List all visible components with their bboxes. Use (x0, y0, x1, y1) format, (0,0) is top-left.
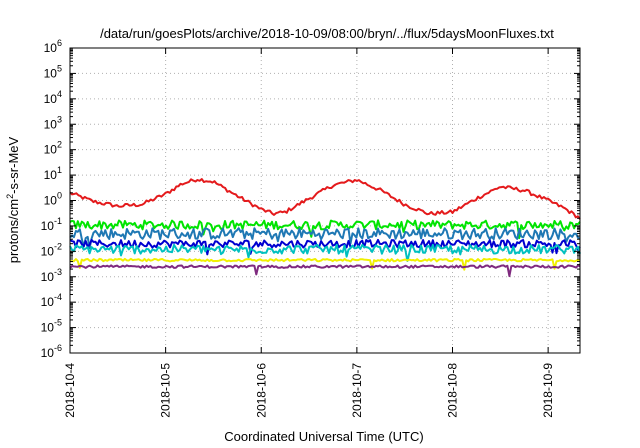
y-tick-label-exponent: 6 (57, 38, 62, 48)
y-tick-label-base: 10 (44, 143, 58, 157)
y-tick-label-base: 10 (41, 270, 55, 284)
y-tick-label-base: 10 (41, 346, 55, 360)
y-tick-label: 10-4 (41, 292, 62, 309)
y-axis-title: protons/cm2-s-sr-MeV (5, 136, 21, 263)
y-tick-label-exponent: 2 (57, 140, 62, 150)
y-tick-label-base: 10 (44, 194, 58, 208)
y-tick-label: 10-5 (41, 318, 62, 335)
y-tick-label: 105 (44, 63, 62, 80)
y-tick-label-exponent: 1 (57, 165, 62, 175)
y-axis-title-base: protons/cm (6, 199, 21, 263)
y-tick-label-base: 10 (44, 41, 58, 55)
x-axis-title: Coordinated Universal Time (UTC) (224, 429, 423, 444)
x-axis-ticks: 2018-10-4 2018-10-5 2018-10-6 2018-10-7 2018… (63, 48, 555, 418)
y-tick-label: 10-6 (41, 343, 62, 360)
x-tick-label: 2018-10-8 (446, 363, 460, 418)
series-line-5 (69, 243, 581, 262)
y-tick-label-exponent: 5 (57, 63, 62, 73)
y-tick-label-base: 10 (44, 92, 58, 106)
y-tick-label: 103 (44, 114, 62, 131)
y-tick-label-exponent: -6 (54, 343, 62, 353)
y-tick-label-exponent: -2 (54, 241, 62, 251)
series-line-6 (69, 257, 581, 271)
y-axis-title-rest: -s-sr-MeV (6, 136, 21, 193)
y-tick-label-base: 10 (44, 66, 58, 80)
x-tick-label: 2018-10-7 (350, 363, 364, 418)
x-tick-label: 2018-10-4 (63, 363, 77, 418)
y-tick-label-exponent: -1 (54, 216, 62, 226)
x-tick-label: 2018-10-5 (159, 363, 173, 418)
x-tick-label: 2018-10-9 (541, 363, 555, 418)
series-line-7 (69, 264, 581, 278)
y-tick-label-base: 10 (41, 219, 55, 233)
y-tick-label-exponent: -5 (54, 318, 62, 328)
y-tick-label: 101 (44, 165, 62, 182)
y-tick-label: 10-3 (41, 267, 62, 284)
y-tick-label-base: 10 (44, 168, 58, 182)
y-tick-label-exponent: 3 (57, 114, 62, 124)
y-tick-label-base: 10 (44, 117, 58, 131)
y-tick-label-exponent: -3 (54, 267, 62, 277)
y-tick-label-exponent: 0 (57, 191, 62, 201)
y-tick-label-base: 10 (41, 244, 55, 258)
y-tick-label-exponent: -4 (54, 292, 62, 302)
series-line-1 (69, 178, 581, 220)
y-tick-label-exponent: 4 (57, 89, 62, 99)
series-layer (69, 178, 581, 278)
y-tick-label-base: 10 (41, 321, 55, 335)
y-tick-label: 10-2 (41, 241, 62, 258)
y-axis-title-sup: 2 (5, 194, 15, 199)
y-tick-label: 102 (44, 140, 62, 157)
y-tick-label: 106 (44, 38, 62, 55)
series-line-4 (69, 238, 581, 256)
y-axis-ticks: 10-610-510-410-310-210-11001011021031041… (41, 38, 580, 360)
series-line-3 (69, 227, 581, 250)
y-tick-label: 104 (44, 89, 62, 106)
y-tick-label: 10-1 (41, 216, 62, 233)
y-tick-label-base: 10 (41, 295, 55, 309)
x-tick-label: 2018-10-6 (254, 363, 268, 418)
chart-title: /data/run/goesPlots/archive/2018-10-09/0… (100, 26, 554, 41)
y-tick-label: 100 (44, 191, 62, 208)
